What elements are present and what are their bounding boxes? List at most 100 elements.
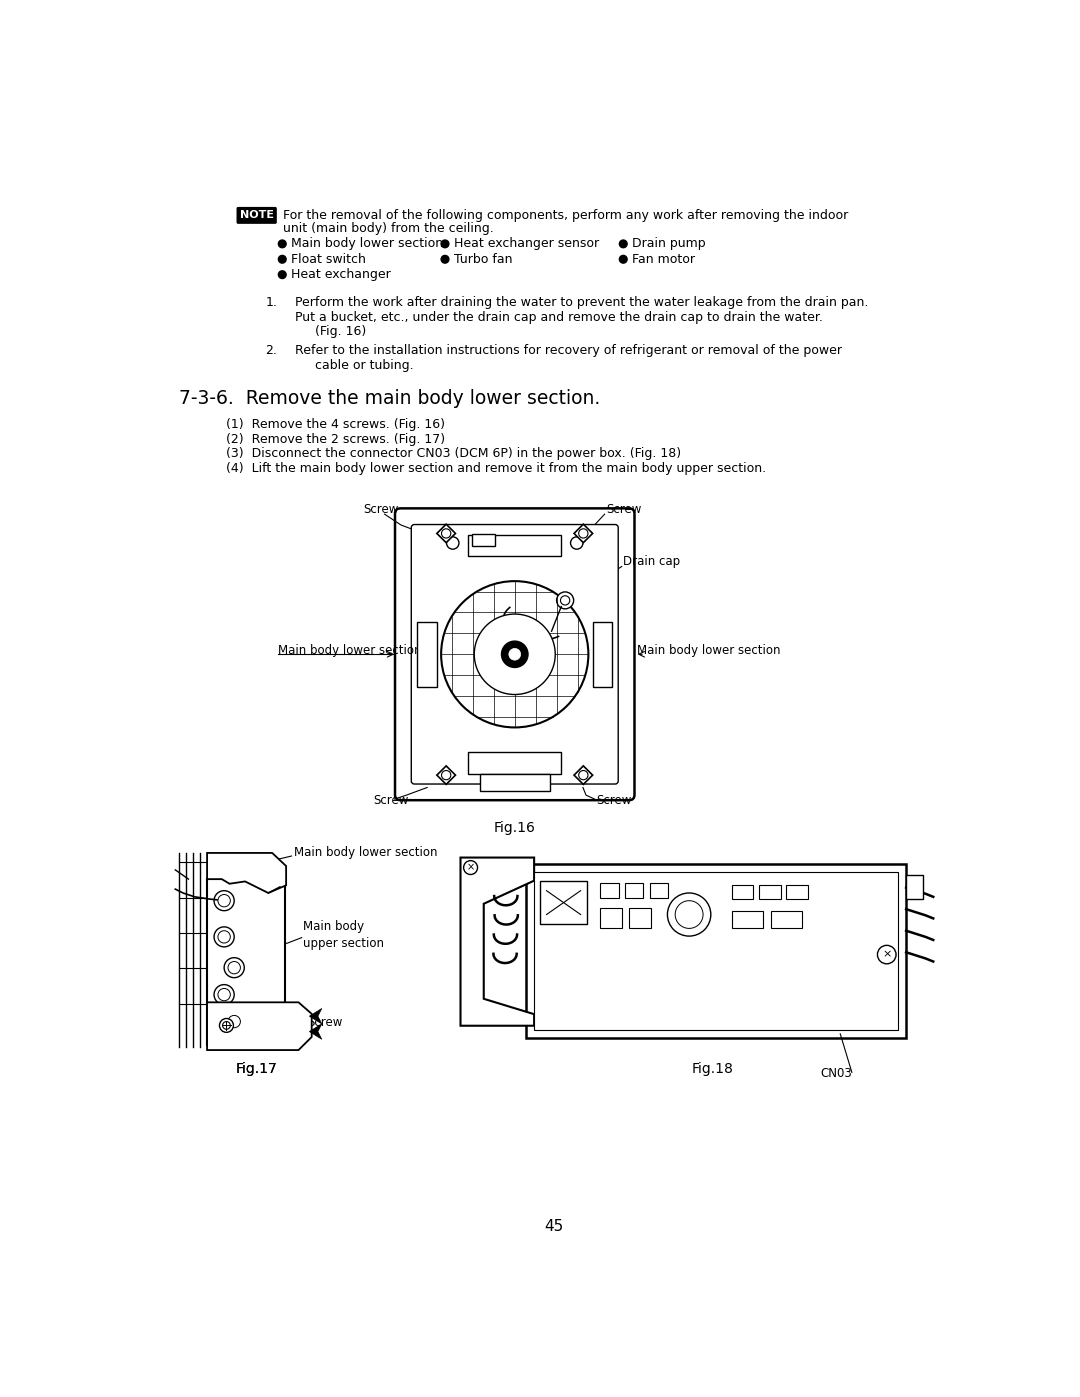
Circle shape xyxy=(501,641,528,668)
Circle shape xyxy=(442,529,450,538)
Text: Main body lower section: Main body lower section xyxy=(637,644,781,657)
Bar xyxy=(540,882,586,923)
Text: Fan motor: Fan motor xyxy=(632,253,694,265)
Text: 2.: 2. xyxy=(266,344,278,358)
Text: Main body lower section: Main body lower section xyxy=(279,644,422,657)
Bar xyxy=(649,883,669,898)
Bar xyxy=(625,883,644,898)
Text: CN03: CN03 xyxy=(821,1067,852,1080)
Text: NOTE: NOTE xyxy=(240,211,273,221)
Bar xyxy=(469,753,562,774)
Bar xyxy=(732,911,762,929)
Circle shape xyxy=(441,240,449,247)
Circle shape xyxy=(441,256,449,263)
Circle shape xyxy=(279,256,286,263)
Circle shape xyxy=(570,536,583,549)
Circle shape xyxy=(225,958,244,978)
Circle shape xyxy=(214,926,234,947)
Text: Screw: Screw xyxy=(374,793,409,807)
Text: Turbo fan: Turbo fan xyxy=(454,253,512,265)
Bar xyxy=(535,872,899,1030)
Text: Screw: Screw xyxy=(596,793,632,807)
Bar xyxy=(480,774,550,791)
Text: Main body lower section: Main body lower section xyxy=(294,847,437,859)
Circle shape xyxy=(218,930,230,943)
Circle shape xyxy=(675,901,703,929)
Circle shape xyxy=(222,1021,230,1030)
Circle shape xyxy=(442,771,450,780)
Text: Float switch: Float switch xyxy=(291,253,366,265)
Bar xyxy=(770,911,801,929)
Circle shape xyxy=(561,595,570,605)
Text: Screw: Screw xyxy=(364,503,399,515)
Text: Fig.18: Fig.18 xyxy=(691,1062,733,1076)
Bar xyxy=(469,535,562,556)
Text: ×: × xyxy=(882,950,891,960)
Polygon shape xyxy=(437,766,456,784)
Text: Fig.17: Fig.17 xyxy=(235,1062,278,1076)
Text: Main body
upper section: Main body upper section xyxy=(303,921,384,950)
Text: unit (main body) from the ceiling.: unit (main body) from the ceiling. xyxy=(283,222,494,235)
Circle shape xyxy=(667,893,711,936)
Polygon shape xyxy=(437,524,456,542)
Circle shape xyxy=(556,592,573,609)
Polygon shape xyxy=(309,1024,322,1039)
Text: Heat exchanger sensor: Heat exchanger sensor xyxy=(454,237,598,250)
Text: Screw: Screw xyxy=(307,1016,342,1028)
Text: (4)  Lift the main body lower section and remove it from the main body upper sec: (4) Lift the main body lower section and… xyxy=(227,462,767,475)
Circle shape xyxy=(228,1016,241,1028)
Circle shape xyxy=(579,529,588,538)
Circle shape xyxy=(218,894,230,907)
Polygon shape xyxy=(207,854,286,893)
Text: Refer to the installation instructions for recovery of refrigerant or removal of: Refer to the installation instructions f… xyxy=(296,344,842,358)
Circle shape xyxy=(279,240,286,247)
Bar xyxy=(732,886,754,900)
Text: 45: 45 xyxy=(544,1220,563,1234)
Text: Put a bucket, etc., under the drain cap and remove the drain cap to drain the wa: Put a bucket, etc., under the drain cap … xyxy=(296,312,823,324)
FancyBboxPatch shape xyxy=(411,524,618,784)
Circle shape xyxy=(877,946,896,964)
Circle shape xyxy=(218,989,230,1000)
Bar xyxy=(207,879,284,1045)
Circle shape xyxy=(446,536,459,549)
Text: Heat exchanger: Heat exchanger xyxy=(291,268,391,281)
Circle shape xyxy=(463,861,477,875)
Circle shape xyxy=(214,985,234,1004)
Circle shape xyxy=(225,1011,244,1031)
Bar xyxy=(600,883,619,898)
Polygon shape xyxy=(575,524,593,542)
Bar xyxy=(526,865,906,1038)
Text: 7-3-6.  Remove the main body lower section.: 7-3-6. Remove the main body lower sectio… xyxy=(179,388,600,408)
Circle shape xyxy=(441,581,589,728)
Polygon shape xyxy=(460,858,535,1025)
Text: Fig.16: Fig.16 xyxy=(494,820,536,834)
Polygon shape xyxy=(309,1009,322,1024)
Bar xyxy=(600,908,622,929)
Circle shape xyxy=(228,961,241,974)
Polygon shape xyxy=(207,1002,312,1051)
Bar xyxy=(472,534,496,546)
Circle shape xyxy=(619,240,627,247)
Text: (2)  Remove the 2 screws. (Fig. 17): (2) Remove the 2 screws. (Fig. 17) xyxy=(227,433,446,446)
Circle shape xyxy=(474,615,555,694)
FancyBboxPatch shape xyxy=(237,207,276,224)
Text: (Fig. 16): (Fig. 16) xyxy=(314,326,366,338)
Text: (3)  Disconnect the connector CN03 (DCM 6P) in the power box. (Fig. 18): (3) Disconnect the connector CN03 (DCM 6… xyxy=(227,447,681,460)
Polygon shape xyxy=(575,766,593,784)
Bar xyxy=(906,875,923,900)
Bar xyxy=(593,622,612,687)
Bar xyxy=(759,886,781,900)
Text: (1)  Remove the 4 screws. (Fig. 16): (1) Remove the 4 screws. (Fig. 16) xyxy=(227,418,445,430)
Text: Drain pump: Drain pump xyxy=(632,237,705,250)
Circle shape xyxy=(279,271,286,278)
Circle shape xyxy=(214,891,234,911)
Text: Screw: Screw xyxy=(606,503,642,515)
Circle shape xyxy=(219,1018,233,1032)
Text: 1.: 1. xyxy=(266,296,278,309)
Text: Main body lower section: Main body lower section xyxy=(291,237,443,250)
Text: cable or tubing.: cable or tubing. xyxy=(314,359,414,372)
Bar xyxy=(418,622,437,687)
Text: Perform the work after draining the water to prevent the water leakage from the : Perform the work after draining the wate… xyxy=(296,296,868,309)
FancyBboxPatch shape xyxy=(395,509,634,800)
Text: ×: × xyxy=(467,862,474,873)
